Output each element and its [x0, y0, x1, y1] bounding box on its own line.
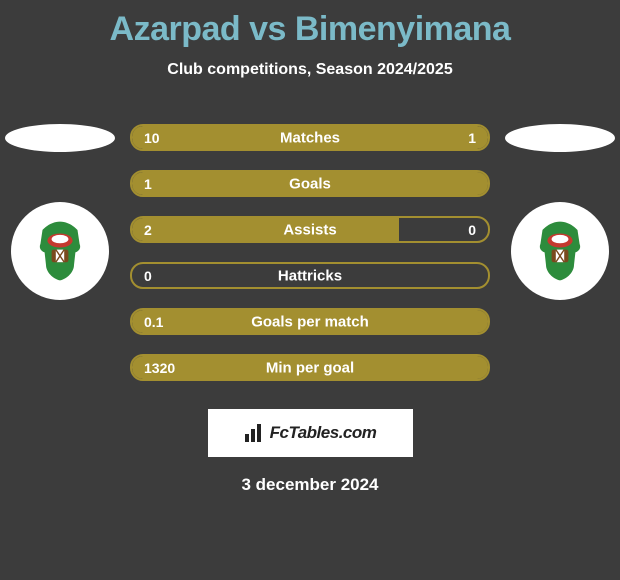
- bar-label: Assists: [132, 221, 488, 238]
- page-title: Azarpad vs Bimenyimana: [0, 0, 620, 49]
- bar-value-right: 1: [468, 130, 476, 146]
- bars-icon: [244, 424, 264, 442]
- stat-bar: Min per goal1320: [130, 354, 490, 381]
- bar-value-left: 0: [144, 268, 152, 284]
- date-label: 3 december 2024: [0, 475, 620, 495]
- bar-label: Goals per match: [132, 313, 488, 330]
- player-left-ellipse: [5, 124, 115, 152]
- bar-value-left: 10: [144, 130, 160, 146]
- bar-label: Matches: [132, 129, 488, 146]
- stat-bar: Hattricks0: [130, 262, 490, 289]
- bar-label: Goals: [132, 175, 488, 192]
- bar-value-left: 2: [144, 222, 152, 238]
- stat-bar: Goals per match0.1: [130, 308, 490, 335]
- club-crest-icon: [25, 216, 95, 286]
- stat-bar: Matches10 1: [130, 124, 490, 151]
- player-right-ellipse: [505, 124, 615, 152]
- subtitle: Club competitions, Season 2024/2025: [0, 61, 620, 79]
- player-right-club-logo: [511, 202, 609, 300]
- bar-label: Hattricks: [132, 267, 488, 284]
- stat-bar: Assists2 0: [130, 216, 490, 243]
- comparison-content: Matches101Goals1Assists20Hattricks0Goals…: [0, 124, 620, 495]
- player-right-column: [500, 124, 620, 300]
- bar-value-left: 1320: [144, 360, 175, 376]
- stat-bars: Matches101Goals1Assists20Hattricks0Goals…: [130, 124, 490, 381]
- bar-value-left: 0.1: [144, 314, 163, 330]
- bar-label: Min per goal: [132, 359, 488, 376]
- player-left-column: [0, 124, 120, 300]
- player-left-club-logo: [11, 202, 109, 300]
- watermark-text: FcTables.com: [270, 423, 377, 443]
- club-crest-icon: [525, 216, 595, 286]
- watermark: FcTables.com: [208, 409, 413, 457]
- bar-value-right: 0: [468, 222, 476, 238]
- bar-value-left: 1: [144, 176, 152, 192]
- stat-bar: Goals1: [130, 170, 490, 197]
